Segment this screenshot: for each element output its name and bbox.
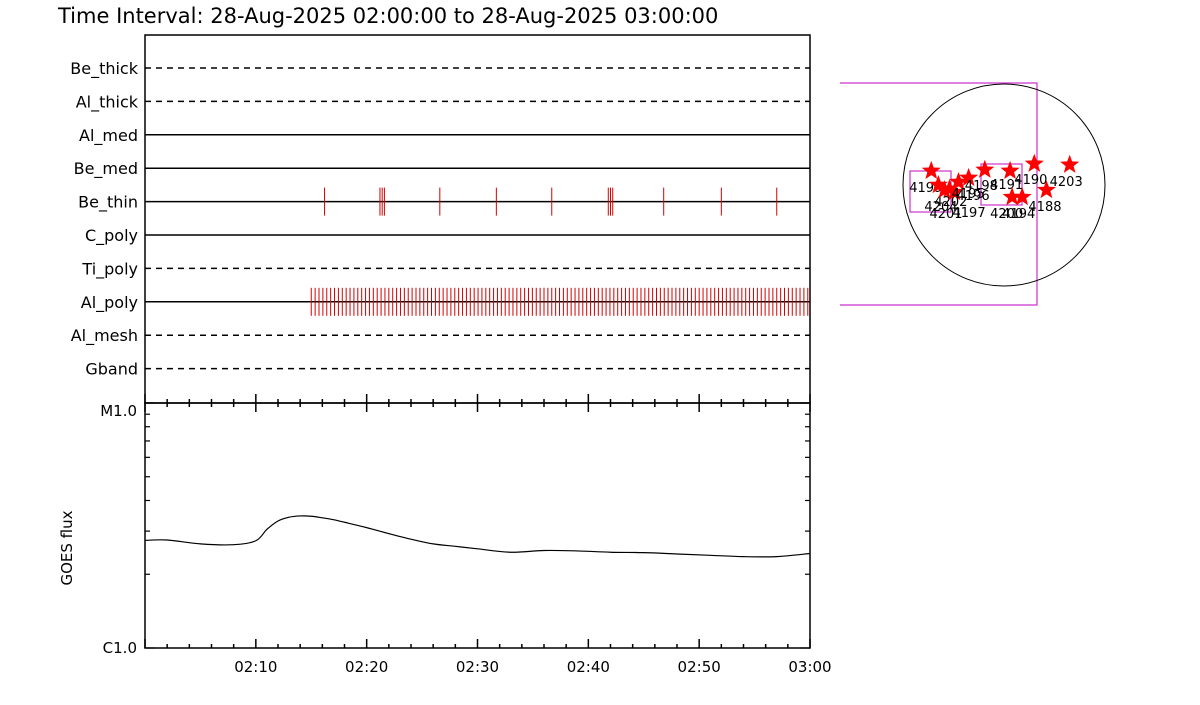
active-region-label-4198: 4198 — [965, 179, 998, 194]
active-region-label-4195: 4195 — [952, 187, 985, 202]
active-region-label-4203: 4203 — [1050, 175, 1083, 190]
active-region-marker-4188 — [1036, 180, 1056, 199]
active-region-marker-4194 — [1012, 187, 1032, 206]
channel-timeline-panel: Be_thick Al_thick Al_med Be_med Be_thin C_pol… — [70, 34, 811, 404]
channel-label-be-med: Be_med — [74, 159, 138, 179]
channel-label-c-poly: C_poly — [85, 226, 138, 246]
plot-title: Time Interval: 28-Aug-2025 02:00:00 to 2… — [57, 4, 718, 28]
active-region-marker-4199 — [921, 160, 941, 179]
active-region-label-4204: 4204 — [924, 200, 957, 215]
field-of-view-box — [840, 82, 1038, 306]
target-box-center — [980, 163, 1023, 206]
channel-label-ti-poly: Ti_poly — [81, 259, 138, 279]
xtick-label: 02:10 — [234, 658, 277, 676]
active-region-marker-4190 — [1024, 153, 1044, 172]
xtick-label: 02:40 — [567, 658, 610, 676]
ytick-label-c1: C1.0 — [103, 639, 137, 657]
active-region-marker-4196 — [949, 172, 969, 191]
active-region-marker-4195 — [959, 167, 979, 186]
xtick-label: 02:30 — [456, 658, 499, 676]
channel-label-be-thin: Be_thin — [78, 193, 138, 213]
active-region-label-4200: 4200 — [990, 207, 1023, 222]
active-region-marker-4202 — [928, 175, 948, 194]
goes-flux-panel: 02:10 02:20 02:30 02:40 02:50 03:00 GOES flux… — [58, 394, 832, 676]
ytick-label-m1: M1.0 — [100, 402, 137, 420]
channel-label-al-poly: Al_poly — [81, 293, 138, 313]
active-region-label-4201: 4201 — [929, 207, 962, 222]
channel-label-be-thick: Be_thick — [70, 59, 138, 79]
active-region-marker-4197 — [945, 182, 964, 201]
channel-label-al-med: Al_med — [79, 126, 138, 146]
solar-disk-map: 4199420242044201419741964195419841914200… — [840, 82, 1106, 306]
solar-disk-limb — [902, 83, 1106, 287]
channel-label-gband: Gband — [85, 360, 138, 379]
xtick-label: 02:20 — [345, 658, 388, 676]
active-region-label-4191: 4191 — [990, 178, 1023, 193]
active-region-marker-4198 — [975, 159, 995, 178]
channel-label-al-mesh: Al_mesh — [71, 326, 138, 346]
xtick-label: 02:50 — [678, 658, 721, 676]
timeline-frame — [144, 34, 811, 404]
active-region-label-4197: 4197 — [953, 206, 986, 221]
active-region-marker-4200 — [1002, 187, 1022, 206]
goes-frame — [144, 402, 811, 649]
xtick-label: 03:00 — [788, 658, 831, 676]
goes-flux-line — [144, 515, 811, 558]
channel-label-al-thick: Al_thick — [76, 92, 139, 112]
active-region-label-4188: 4188 — [1028, 200, 1061, 215]
active-region-marker-4203 — [1060, 154, 1080, 173]
active-region-label-4196: 4196 — [957, 189, 990, 204]
active-region-marker-4191 — [1000, 160, 1020, 179]
goes-ylabel: GOES flux — [58, 510, 76, 585]
active-region-label-4190: 4190 — [1014, 173, 1047, 188]
active-region-marker-4201 — [939, 179, 959, 198]
active-region-label-4194: 4194 — [1002, 207, 1035, 222]
